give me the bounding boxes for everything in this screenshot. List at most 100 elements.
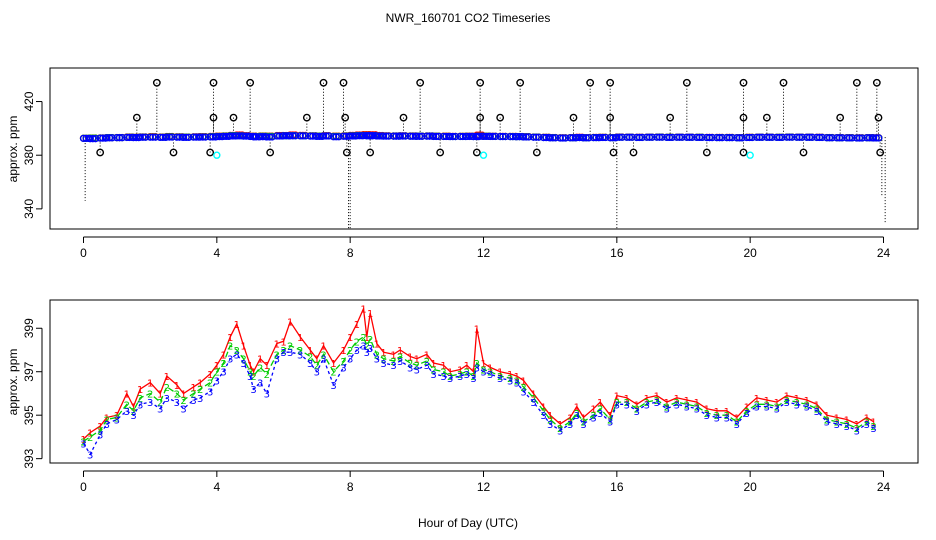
baseline-point xyxy=(688,133,696,141)
outlier-point xyxy=(209,113,218,122)
baseline-point xyxy=(693,133,701,142)
series-1-point: 1 xyxy=(634,400,640,411)
outlier-point xyxy=(209,78,218,87)
series-3-point: 3 xyxy=(580,420,586,431)
baseline-point xyxy=(573,133,581,142)
series-1-point: 1 xyxy=(240,342,246,353)
series-3-point: 3 xyxy=(497,374,503,385)
baseline-point xyxy=(585,134,593,142)
baseline-point xyxy=(479,132,488,141)
baseline-point xyxy=(678,133,686,141)
outlier-point xyxy=(682,78,691,87)
series-3-point: 3 xyxy=(520,387,526,398)
baseline-point xyxy=(399,132,407,140)
baseline-point xyxy=(546,134,554,142)
baseline-point xyxy=(825,134,834,142)
baseline-point xyxy=(698,133,706,142)
series-3-point: 3 xyxy=(574,411,580,422)
baseline-point xyxy=(129,133,138,142)
baseline-point xyxy=(561,134,570,142)
baseline-point xyxy=(735,134,744,142)
baseline-point xyxy=(615,133,624,141)
baseline-point xyxy=(215,132,224,141)
series-2-point: 2 xyxy=(530,394,536,405)
baseline-point xyxy=(833,134,841,142)
series-1-point: 1 xyxy=(380,348,386,359)
series-1-point: 1 xyxy=(704,405,710,416)
baseline-point xyxy=(758,133,766,141)
outlier-point xyxy=(516,78,525,87)
baseline-point xyxy=(125,133,134,142)
baseline-point xyxy=(589,133,598,142)
series-1-point: 1 xyxy=(714,407,720,418)
baseline-point xyxy=(663,133,671,142)
baseline-point xyxy=(473,132,481,140)
outlier-point xyxy=(152,78,161,87)
baseline-point xyxy=(778,133,786,142)
outlier-point xyxy=(702,148,711,157)
baseline-point xyxy=(838,134,846,142)
series-2-point: 2 xyxy=(147,389,153,400)
baseline-point xyxy=(863,134,871,142)
series-2-point: 2 xyxy=(744,407,750,418)
baseline-point xyxy=(489,132,497,141)
series-3-point: 3 xyxy=(597,409,603,420)
series-1-point: 1 xyxy=(507,370,513,381)
series-3-point: 3 xyxy=(754,402,760,413)
baseline-point xyxy=(325,132,333,140)
baseline-point xyxy=(99,134,107,142)
series-2-point: 2 xyxy=(514,376,520,387)
baseline-point xyxy=(273,132,281,140)
series-3-point: 3 xyxy=(414,366,420,377)
series-1-point: 1 xyxy=(164,372,170,383)
baseline-point xyxy=(409,132,417,140)
baseline-point xyxy=(229,132,237,140)
baseline-point xyxy=(113,134,121,142)
series-1-point: 1 xyxy=(844,416,850,427)
baseline-point xyxy=(219,132,228,141)
series-3-point: 3 xyxy=(654,398,660,409)
series-2-point: 2 xyxy=(824,416,830,427)
series-3-point: 3 xyxy=(354,346,360,357)
series-1-point: 1 xyxy=(97,422,103,433)
outlier-point xyxy=(399,113,408,122)
baseline-point xyxy=(648,133,656,141)
series-1-point: 1 xyxy=(414,355,420,366)
baseline-point xyxy=(665,133,674,142)
outlier-point xyxy=(339,78,348,87)
series-3-point: 3 xyxy=(474,363,480,374)
series-1-point: 1 xyxy=(214,361,220,372)
series-2-point: 2 xyxy=(664,402,670,413)
baseline-point xyxy=(235,132,244,140)
series-1-point: 1 xyxy=(220,350,226,361)
series-1-point: 1 xyxy=(654,392,660,403)
bottom-x-tick-label: 8 xyxy=(347,480,354,494)
series-2-point: 2 xyxy=(274,350,280,361)
outlier-point xyxy=(609,148,618,157)
baseline-point xyxy=(845,134,854,142)
bottom-x-tick-label: 4 xyxy=(213,480,220,494)
series-2-point: 2 xyxy=(390,357,396,368)
baseline-point xyxy=(808,133,816,141)
baseline-point xyxy=(755,133,764,141)
series-1-point: 1 xyxy=(354,320,360,331)
baseline-point xyxy=(848,134,856,142)
series-2-point: 2 xyxy=(137,394,143,405)
baseline-point xyxy=(635,133,644,142)
bottom-x-tick-label: 16 xyxy=(610,480,624,494)
baseline-point xyxy=(226,132,234,140)
series-3-point: 3 xyxy=(714,413,720,424)
series-1-point: 1 xyxy=(580,413,586,424)
series-3-point: 3 xyxy=(664,405,670,416)
series-2-point: 2 xyxy=(354,337,360,348)
outlier-point xyxy=(532,148,541,157)
baseline-point xyxy=(559,134,567,142)
baseline-point xyxy=(459,132,467,141)
series-3-point: 3 xyxy=(487,370,493,381)
series-2-point: 2 xyxy=(257,363,263,374)
series-1-point: 1 xyxy=(754,394,760,405)
baseline-point xyxy=(723,133,731,142)
series-2-point: 2 xyxy=(80,437,86,448)
baseline-point xyxy=(715,133,724,142)
flagged-point xyxy=(479,151,488,159)
